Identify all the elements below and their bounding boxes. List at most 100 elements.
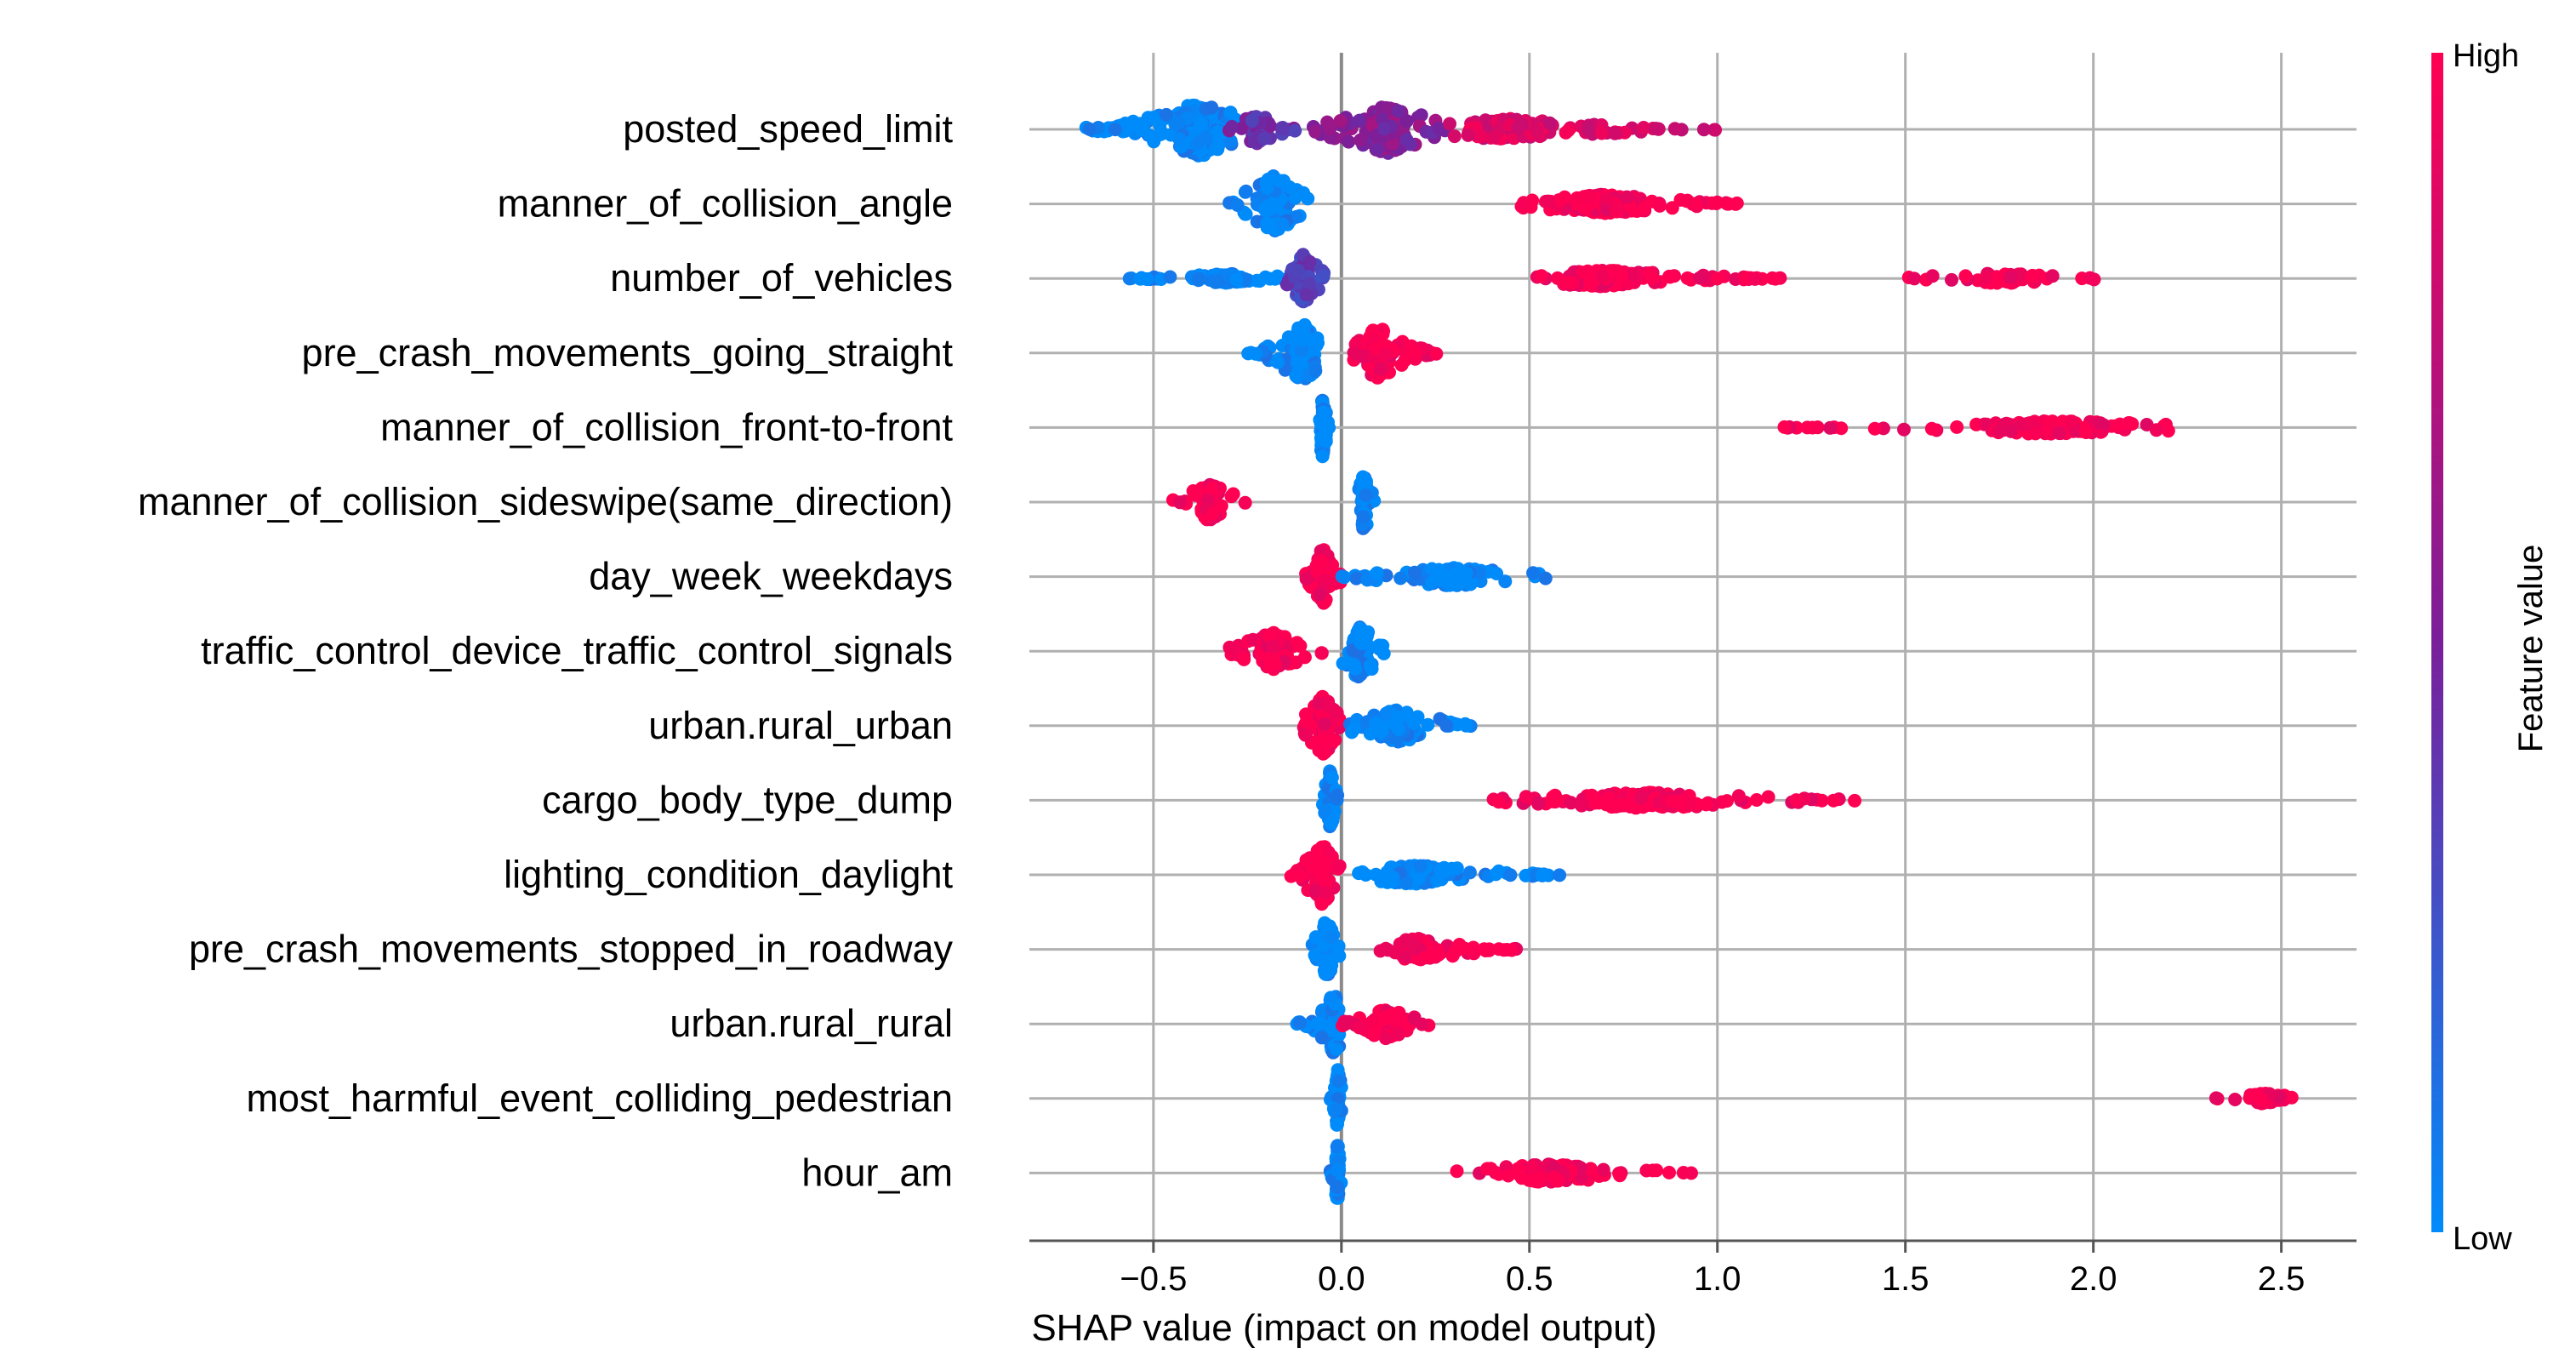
shap-point bbox=[1638, 201, 1652, 215]
shap-point bbox=[1526, 566, 1541, 580]
shap-point bbox=[1375, 724, 1389, 739]
shap-point bbox=[1950, 420, 1964, 434]
shap-point bbox=[1188, 488, 1203, 502]
shap-point bbox=[1535, 868, 1549, 882]
shap-point bbox=[2079, 425, 2093, 439]
shap-point bbox=[1435, 567, 1450, 581]
shap-point bbox=[1225, 120, 1240, 134]
colorbar: High Low Feature value bbox=[2431, 38, 2550, 1257]
shap-point bbox=[1292, 1015, 1307, 1030]
shap-point bbox=[1958, 269, 1973, 283]
x-tick-label: 2.0 bbox=[2070, 1260, 2117, 1298]
shap-point bbox=[1699, 797, 1713, 812]
shap-point bbox=[1304, 332, 1319, 346]
shap-point bbox=[1445, 949, 1460, 963]
shap-point bbox=[1574, 191, 1588, 206]
shap-point bbox=[1414, 108, 1428, 123]
shap-point bbox=[1140, 271, 1154, 286]
x-tick-label: 0.5 bbox=[1506, 1260, 1553, 1298]
shap-point bbox=[1399, 114, 1414, 129]
shap-point bbox=[1370, 142, 1384, 157]
shap-point bbox=[1330, 1117, 1344, 1132]
shap-point bbox=[2025, 269, 2039, 283]
shap-point bbox=[1377, 122, 1392, 136]
shap-point bbox=[1318, 803, 1332, 818]
shap-point bbox=[1459, 718, 1473, 733]
shap-point bbox=[1676, 1166, 1690, 1179]
shap-point bbox=[1542, 116, 1557, 130]
shap-point bbox=[1331, 788, 1345, 802]
feature-labels: posted_speed_limit manner_of_collision_an… bbox=[138, 107, 953, 1194]
shap-point bbox=[1815, 793, 1829, 808]
shap-point bbox=[1314, 416, 1328, 431]
shap-point bbox=[1223, 134, 1238, 148]
shap-point bbox=[1359, 488, 1373, 503]
shap-point bbox=[1275, 217, 1290, 231]
shap-point bbox=[1313, 587, 1327, 602]
shap-point bbox=[1260, 174, 1274, 189]
shap-point bbox=[1541, 194, 1555, 208]
shap-point bbox=[1463, 577, 1478, 591]
shap-point bbox=[1160, 107, 1173, 122]
shap-point bbox=[1356, 510, 1371, 524]
shap-point bbox=[1378, 1031, 1393, 1046]
shap-point bbox=[1680, 193, 1695, 208]
shap-point bbox=[1511, 121, 1525, 135]
shap-point bbox=[1613, 1168, 1627, 1183]
shap-point bbox=[2094, 416, 2108, 431]
shap-point bbox=[1595, 269, 1610, 283]
shap-point bbox=[1349, 571, 1364, 585]
shap-point bbox=[1205, 481, 1218, 495]
shap-point bbox=[1365, 662, 1379, 676]
shap-point bbox=[1582, 123, 1596, 137]
shap-point bbox=[1474, 129, 1489, 144]
shap-point bbox=[1315, 449, 1330, 464]
shap-point bbox=[1393, 571, 1408, 585]
shap-point bbox=[2087, 272, 2101, 287]
shap-point bbox=[1979, 271, 1993, 285]
shap-point bbox=[1789, 793, 1804, 808]
shap-point bbox=[1399, 950, 1412, 964]
shap-point bbox=[1391, 104, 1405, 118]
x-axis-title: SHAP value (impact on model output) bbox=[1031, 1307, 1656, 1349]
shap-point bbox=[1447, 568, 1462, 582]
shap-point bbox=[1223, 106, 1238, 120]
shap-point bbox=[2112, 417, 2127, 431]
shap-point bbox=[1302, 277, 1316, 291]
shap-point bbox=[1244, 346, 1258, 360]
beeswarm-points bbox=[1079, 98, 2299, 1205]
shap-point bbox=[1421, 717, 1435, 732]
shap-point bbox=[1730, 196, 1744, 210]
shap-point bbox=[1386, 871, 1400, 885]
shap-point bbox=[1312, 696, 1325, 711]
shap-point bbox=[1707, 123, 1722, 137]
shap-point bbox=[1308, 363, 1323, 378]
shap-point bbox=[1363, 727, 1377, 741]
shap-point bbox=[1925, 269, 1940, 283]
shap-point bbox=[1211, 124, 1225, 139]
shap-point bbox=[1325, 770, 1339, 785]
shap-point bbox=[1312, 865, 1326, 879]
feature-label: manner_of_collision_front-to-front bbox=[380, 405, 953, 448]
shap-point bbox=[1710, 271, 1724, 286]
shap-point bbox=[1352, 1020, 1366, 1035]
shap-point bbox=[1633, 791, 1648, 805]
shap-point bbox=[1489, 867, 1503, 882]
shap-point bbox=[1321, 845, 1336, 860]
shap-point bbox=[1347, 658, 1361, 672]
shap-point bbox=[2065, 414, 2079, 429]
shap-point bbox=[1623, 796, 1638, 810]
shap-point bbox=[1330, 1163, 1344, 1178]
shap-point bbox=[1374, 362, 1388, 376]
shap-point bbox=[1720, 794, 1734, 808]
shap-point bbox=[1230, 198, 1245, 212]
shap-point bbox=[1532, 1170, 1547, 1185]
shap-point bbox=[1288, 123, 1302, 138]
shap-point bbox=[1321, 1019, 1336, 1033]
shap-point bbox=[1293, 639, 1308, 653]
shap-point bbox=[1530, 123, 1544, 138]
shap-point bbox=[1082, 122, 1097, 136]
shap-point bbox=[1205, 506, 1220, 521]
